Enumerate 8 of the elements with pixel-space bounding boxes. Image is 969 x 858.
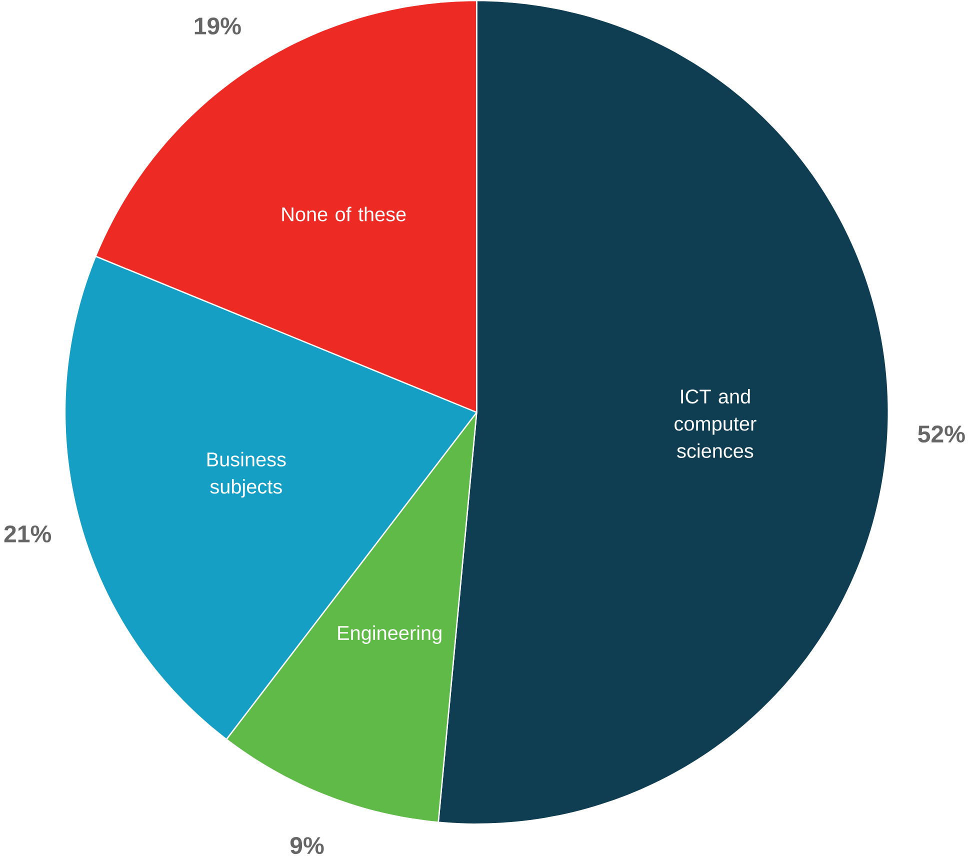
data-label: 9% xyxy=(290,837,324,854)
data-label: 19% xyxy=(194,18,241,35)
data-label: 21% xyxy=(4,526,52,543)
slice-label: Engineering xyxy=(338,626,442,644)
slice-label: None of these xyxy=(282,206,406,222)
slice-label: Business subjects xyxy=(207,452,286,498)
slice-label: ICT and computer sciences xyxy=(674,389,756,458)
data-label: 52% xyxy=(918,426,965,443)
